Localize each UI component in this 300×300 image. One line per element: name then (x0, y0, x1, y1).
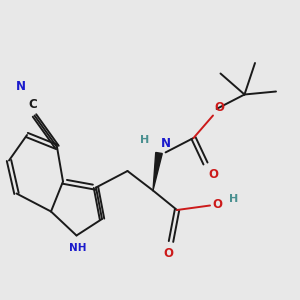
Text: C: C (28, 98, 38, 111)
Text: H: H (230, 194, 238, 205)
Text: N: N (15, 80, 26, 93)
Text: O: O (208, 167, 218, 181)
Polygon shape (153, 152, 162, 190)
Text: O: O (212, 197, 223, 211)
Text: O: O (214, 101, 224, 114)
Text: H: H (140, 135, 149, 146)
Text: O: O (163, 247, 173, 260)
Text: N: N (160, 137, 171, 150)
Text: NH: NH (69, 243, 87, 253)
